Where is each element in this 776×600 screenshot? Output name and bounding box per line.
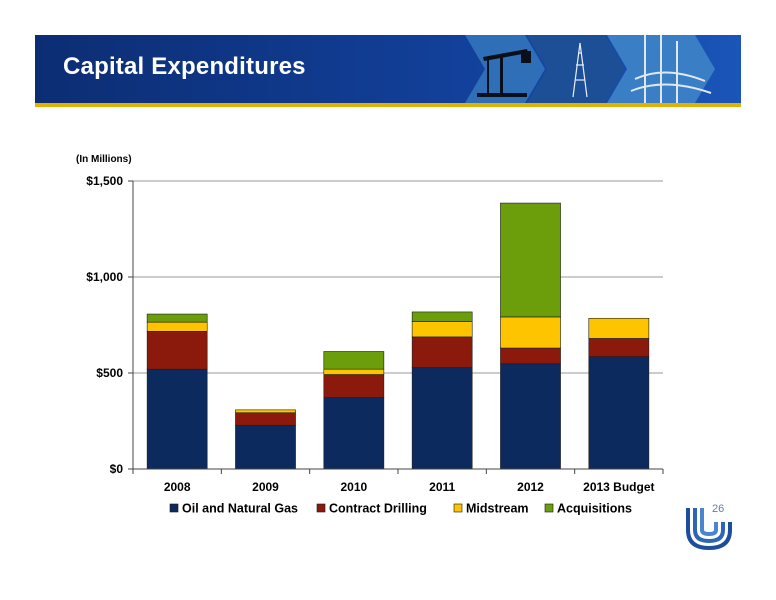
bar-segment-2-3 [411,321,473,338]
x-axis: 2008 2009 2010 2011 2012 2013 Budget [132,468,664,494]
bar-segment-0-3 [411,367,473,470]
bar-segment-3-4 [500,202,561,318]
y-tick-label: $1,500 [86,174,123,188]
bar-segment-2-1 [235,409,296,414]
bar-segment-0-5 [588,356,650,470]
legend-label-1: Contract Drilling [329,502,427,516]
bar-segment-0-2 [323,397,385,470]
bar-segment-1-2 [323,374,385,398]
bar-segment-1-3 [411,336,473,368]
header-accent-band [35,103,741,107]
x-tick-label: 2013 Budget [583,480,654,494]
bar-segment-0-1 [235,424,296,470]
legend-swatch-0 [169,503,179,513]
photo-panel-rig [527,35,625,103]
derrick-icon [572,42,588,98]
legend: Oil and Natural Gas Contract Drilling Mids… [169,502,632,516]
bar-segment-0-4 [500,363,561,470]
y-tick-label: $0 [110,462,124,476]
bars [146,202,650,470]
legend-label-0: Oil and Natural Gas [182,502,298,516]
legend-swatch-1 [316,503,326,513]
pumpjack-icon [477,49,531,97]
legend-swatch-2 [453,503,463,513]
x-tick-label: 2009 [252,480,279,494]
x-tick-label: 2010 [340,480,367,494]
y-tick-label: $500 [96,366,123,380]
company-logo [686,508,732,551]
header-photo-strip [465,35,715,103]
slide-header: Capital Expenditures [35,35,741,103]
bar-segment-1-5 [588,338,650,357]
legend-label-3: Acquisitions [557,502,632,516]
bar-segment-2-5 [588,317,650,339]
legend-label-2: Midstream [466,502,529,516]
bar-segment-3-2 [323,351,385,370]
bar-segment-2-0 [146,321,208,332]
bar-segment-3-0 [146,313,208,323]
bar-segment-2-2 [323,368,385,375]
bar-segment-0-0 [146,368,208,470]
bar-segment-1-0 [146,331,208,370]
y-tick-label: $1,000 [86,270,123,284]
x-tick-label: 2011 [429,480,455,494]
bar-segment-1-1 [235,412,296,426]
pipes-icon [630,35,712,103]
slide-title: Capital Expenditures [63,53,306,80]
legend-swatch-3 [544,503,554,513]
page-number: 26 [712,503,725,515]
bar-segment-2-4 [500,316,561,349]
bar-segment-1-4 [500,347,561,365]
x-tick-label: 2008 [164,480,191,494]
bar-segment-3-3 [411,311,473,322]
x-tick-label: 2012 [517,480,544,494]
unit-note: (In Millions) [76,154,132,165]
y-axis: $0 $500 $1,000 $1,500 [86,174,134,476]
gridlines [133,180,663,374]
